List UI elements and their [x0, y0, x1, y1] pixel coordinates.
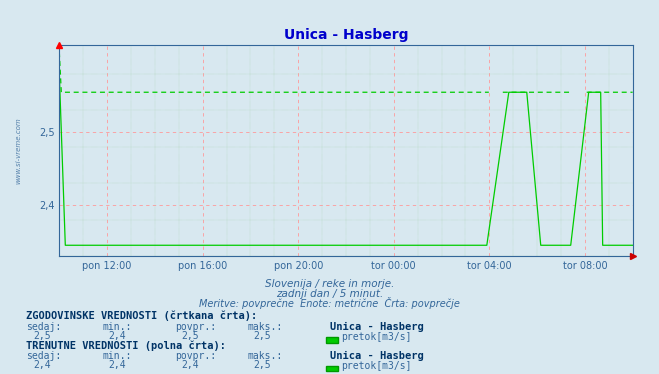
Text: maks.:: maks.: [247, 351, 282, 361]
Text: sedaj:: sedaj: [26, 322, 61, 332]
Text: min.:: min.: [102, 322, 132, 332]
Text: 2,5: 2,5 [254, 361, 272, 370]
Text: Unica - Hasberg: Unica - Hasberg [330, 351, 423, 361]
Text: ZGODOVINSKE VREDNOSTI (črtkana črta):: ZGODOVINSKE VREDNOSTI (črtkana črta): [26, 310, 258, 321]
Title: Unica - Hasberg: Unica - Hasberg [284, 28, 408, 42]
Text: Meritve: povprečne  Enote: metrične  Črta: povprečje: Meritve: povprečne Enote: metrične Črta:… [199, 297, 460, 309]
Text: TRENUTNE VREDNOSTI (polna črta):: TRENUTNE VREDNOSTI (polna črta): [26, 340, 226, 350]
Text: 2,4: 2,4 [33, 361, 51, 370]
Text: zadnji dan / 5 minut.: zadnji dan / 5 minut. [276, 289, 383, 299]
Text: Unica - Hasberg: Unica - Hasberg [330, 322, 423, 332]
Text: 2,4: 2,4 [181, 361, 199, 370]
Text: povpr.:: povpr.: [175, 322, 215, 332]
Text: 2,5: 2,5 [33, 331, 51, 341]
Text: min.:: min.: [102, 351, 132, 361]
Text: www.si-vreme.com: www.si-vreme.com [15, 117, 21, 184]
Text: 2,4: 2,4 [109, 361, 127, 370]
Text: sedaj:: sedaj: [26, 351, 61, 361]
Text: 2,5: 2,5 [181, 331, 199, 341]
Text: maks.:: maks.: [247, 322, 282, 332]
Text: Slovenija / reke in morje.: Slovenija / reke in morje. [265, 279, 394, 289]
Text: pretok[m3/s]: pretok[m3/s] [341, 332, 412, 342]
Text: 2,5: 2,5 [254, 331, 272, 341]
Text: povpr.:: povpr.: [175, 351, 215, 361]
Text: 2,4: 2,4 [109, 331, 127, 341]
Text: pretok[m3/s]: pretok[m3/s] [341, 361, 412, 371]
